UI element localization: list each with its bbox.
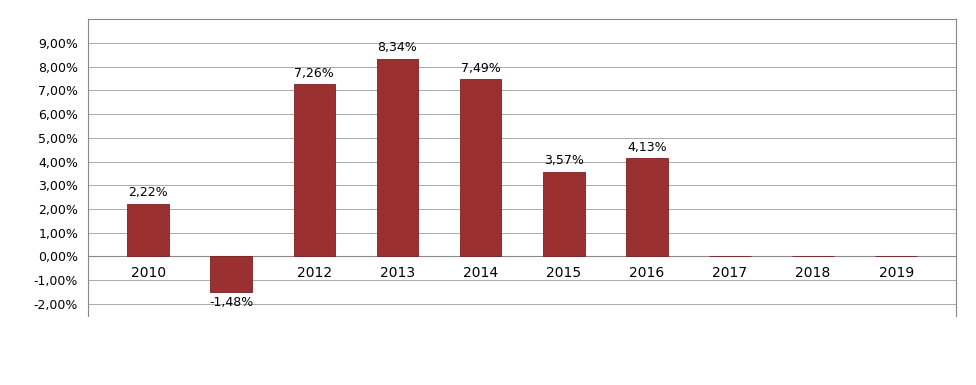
Bar: [460, 79, 502, 256]
Bar: [211, 256, 252, 291]
Bar: [626, 159, 668, 256]
Bar: [543, 172, 585, 256]
Bar: [377, 59, 419, 256]
Bar: [127, 204, 169, 256]
Text: 3,57%: 3,57%: [544, 154, 584, 167]
Text: 7,49%: 7,49%: [461, 62, 501, 75]
Text: 4,13%: 4,13%: [627, 141, 667, 154]
Bar: [294, 84, 335, 256]
Text: -1,48%: -1,48%: [209, 296, 254, 309]
Text: 7,26%: 7,26%: [295, 67, 334, 80]
Text: 2,22%: 2,22%: [128, 186, 168, 199]
Text: 8,34%: 8,34%: [378, 41, 418, 54]
